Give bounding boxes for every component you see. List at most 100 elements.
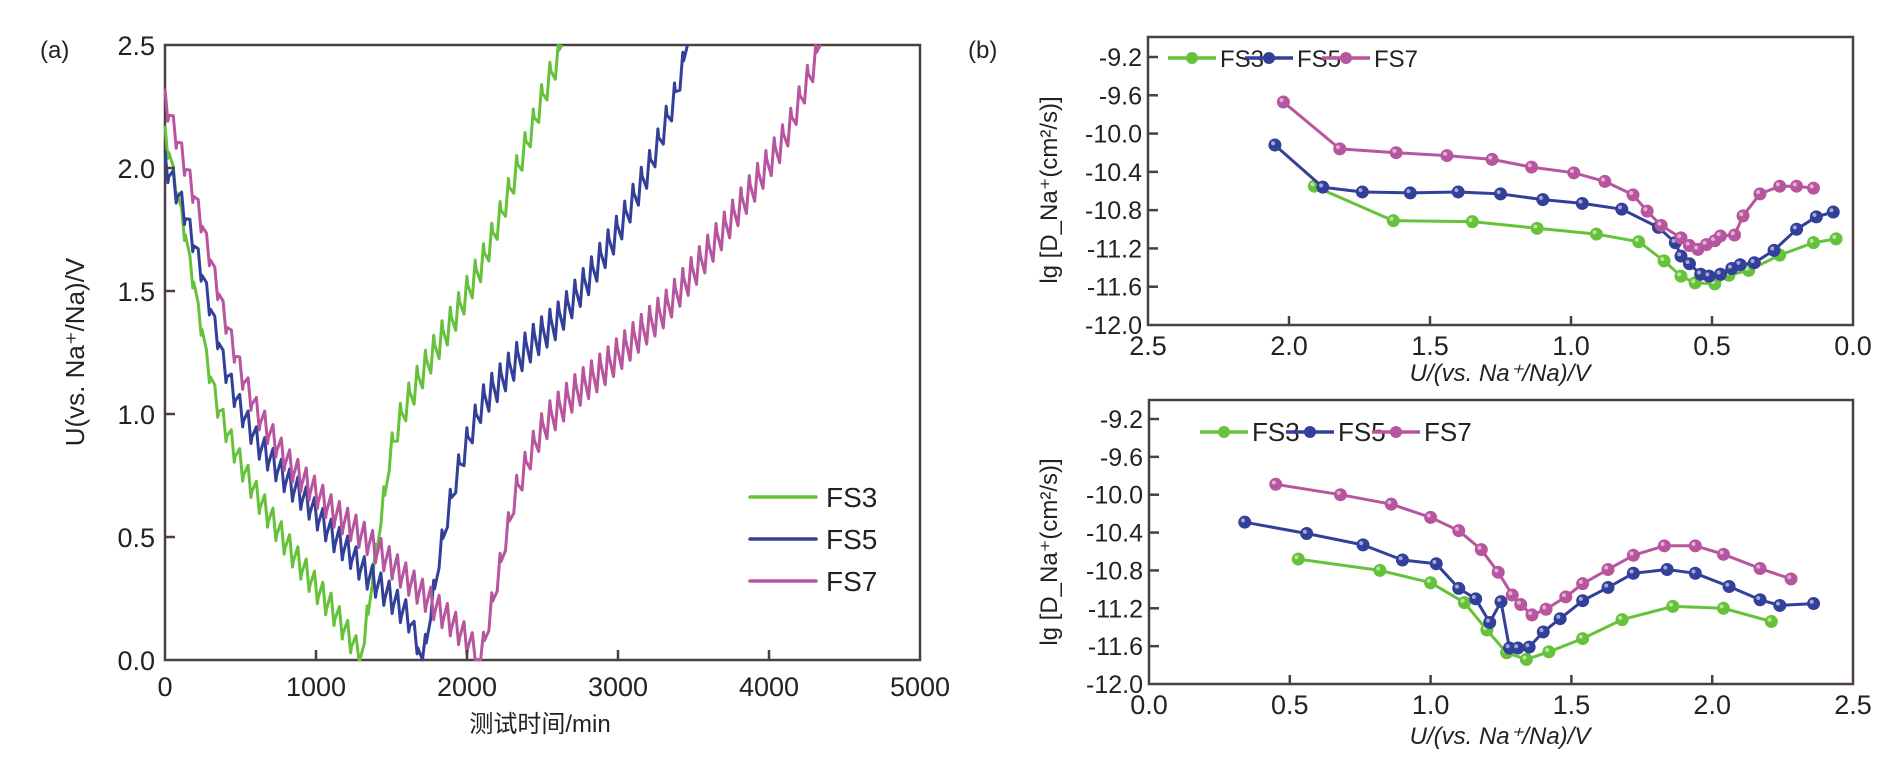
data-point-fs3 [1576,632,1590,646]
data-point-fs5 [1268,138,1282,152]
data-point-fs7 [1807,181,1821,195]
panel-b-top-legend: FS3 FS5 FS7 [1168,46,1418,73]
data-point-fs5 [1790,222,1804,236]
panel-a-x-axis-title: 测试时间/min [469,711,610,738]
data-point-highlight [1406,189,1411,194]
data-point-highlight [1677,234,1682,239]
data-point-highlight [1556,614,1561,619]
data-point-fs5 [1429,557,1443,571]
data-point-fs3 [1764,615,1778,629]
data-point-highlight [1730,231,1735,236]
data-point-highlight [1570,169,1575,174]
y-tick-label: -12.0 [1085,312,1142,340]
data-point-fs7 [1567,166,1581,180]
y-tick-label: 2.5 [117,31,155,61]
data-point-fs7 [1626,188,1640,202]
x-tick-label: 1.5 [1411,331,1449,361]
legend-marker-fs3 [1186,52,1198,64]
data-point-fs5 [1536,625,1550,639]
data-point-highlight [1719,550,1724,555]
data-point-fs7 [1559,590,1573,604]
data-point-fs7 [1790,179,1804,193]
data-point-fs5 [1553,612,1567,626]
data-point-highlight [1618,615,1623,620]
x-tick-label: 2.5 [1129,331,1167,361]
data-point-fs7 [1688,539,1702,553]
data-point-fs5 [1713,267,1727,281]
data-point-fs7 [1674,231,1688,245]
panel-b-bottom-y-axis-title: lg [D_Na⁺(cm²/s)] [1036,458,1063,645]
data-point-fs7 [1773,179,1787,193]
data-point-fs7 [1474,543,1488,557]
data-point-highlight [1471,595,1476,600]
data-point-highlight [1387,500,1392,505]
data-point-fs5 [1702,269,1716,283]
data-point-highlight [1685,259,1690,264]
y-tick-label: 2.0 [117,154,155,184]
x-tick-label: 2.5 [1834,690,1872,720]
data-point-highlight [1542,605,1547,610]
panel-a-legend: FS3 FS5 FS7 [748,482,877,597]
y-tick-label: -9.2 [1099,44,1142,72]
data-point-highlight [1578,634,1583,639]
data-point-fs7 [1525,160,1539,174]
data-point-highlight [1677,272,1682,277]
panel-a-series-group [163,43,822,662]
data-point-fs5 [1601,580,1615,594]
data-point-fs5 [1494,187,1507,201]
data-point-highlight [1775,182,1780,187]
data-point-fs7 [1576,577,1590,591]
data-point-highlight [1657,221,1662,226]
data-point-highlight [1716,232,1721,237]
x-tick-label: 0.5 [1271,690,1309,720]
data-point-fs3 [1457,596,1471,610]
panel-b-bottom-legend: FS3 FS5 FS7 [1200,417,1472,447]
legend-label-fs7: FS7 [1374,46,1418,73]
data-point-fs7 [1514,598,1528,611]
data-point-fs3 [1465,215,1479,229]
x-tick-label: 0.5 [1693,331,1731,361]
data-point-fs7 [1485,152,1499,166]
data-point-fs5 [1733,258,1747,272]
data-point-highlight [1426,513,1431,518]
data-point-fs5 [1615,202,1629,216]
data-point-fs7 [1640,204,1654,218]
data-point-fs7 [1269,477,1283,491]
data-point-highlight [1516,600,1521,605]
y-tick-label: 0.0 [117,646,155,676]
legend-marker-fs5 [1304,426,1316,438]
data-point-fs3 [1519,652,1533,666]
data-point-highlight [1711,236,1716,241]
panel-b-bottom-plot-frame [1147,398,1855,686]
y-tick-label: 1.0 [117,400,155,430]
x-tick-label: 4000 [739,672,799,702]
data-point-fs7 [1333,142,1347,156]
data-point-fs5 [1660,562,1674,576]
series-line-fs5 [163,44,689,662]
data-point-highlight [1359,541,1364,546]
data-point-fs3 [1373,563,1387,577]
data-point-fs7 [1784,572,1798,586]
data-point-highlight [1514,644,1519,649]
data-point-highlight [1809,184,1814,189]
data-point-fs7 [1525,608,1539,622]
data-point-highlight [1578,199,1583,204]
y-tick-label: -9.6 [1099,82,1142,110]
data-point-highlight [1592,230,1597,235]
data-point-highlight [1629,569,1634,574]
data-point-highlight [1725,582,1730,587]
data-point-highlight [1604,565,1609,570]
data-point-highlight [1335,145,1340,150]
data-point-fs7 [1276,95,1290,109]
data-point-fs7 [1654,218,1668,232]
data-point-highlight [1617,205,1622,210]
data-point-highlight [1302,529,1307,534]
panel-b-bottom-x-axis-title: U/(vs. Na⁺/Na)/V [1410,723,1593,750]
x-tick-label: 3000 [588,672,648,702]
panel-b-top-y-ticks: -9.2 -9.6 -10.0 -10.4 -10.8 -11.2 -11.6 -12.0 [1085,44,1158,340]
data-point-highlight [1494,568,1499,573]
data-point-fs5 [1536,193,1550,207]
panel-b-top-series-group [1268,95,1843,291]
legend-marker-fs3 [1218,426,1230,438]
panel-b-bottom-y-ticks: -9.2 -9.6 -10.0 -10.4 -10.8 -11.2 -11.6 -12.0 [1086,406,1159,699]
